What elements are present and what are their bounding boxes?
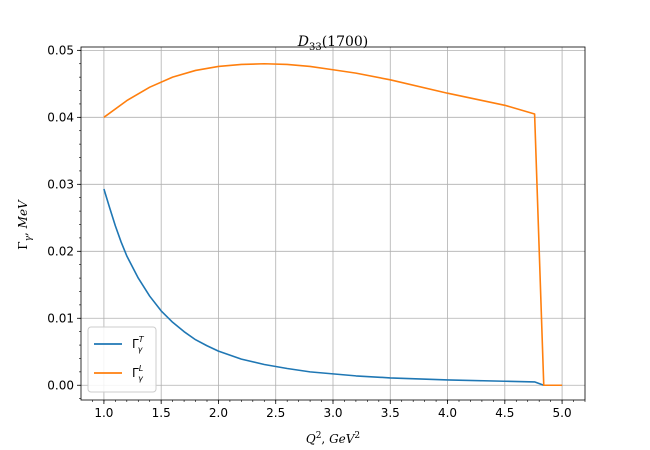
y-tick-label: 0.05 xyxy=(47,43,74,57)
x-tick-label: 4.5 xyxy=(495,406,514,420)
x-tick-label: 2.5 xyxy=(266,406,285,420)
axis-ticks: 1.0 1.5 2.0 2.5 3.0 3.5 4.0 4.5 5.0 0.00 0.01 0.02 0… xyxy=(47,43,586,420)
legend: ΓT γ ΓL γ xyxy=(87,326,157,393)
y-axis-label: Γγ, MeV xyxy=(16,199,34,250)
series-line-transverse xyxy=(103,188,563,387)
x-tick-label: 1.0 xyxy=(94,406,113,420)
x-axis-label: Q2, GeV2 xyxy=(306,431,360,446)
x-tick-label: 4.0 xyxy=(438,406,457,420)
y-tick-label: 0.01 xyxy=(47,311,74,325)
y-tick-label: 0.02 xyxy=(47,244,74,258)
legend-label-longitudinal: ΓL γ xyxy=(132,364,144,383)
y-tick-label: 0.00 xyxy=(47,378,74,392)
series-line-longitudinal xyxy=(103,62,563,387)
legend-label-transverse: ΓT γ xyxy=(132,335,145,354)
x-tick-label: 3.5 xyxy=(381,406,400,420)
y-tick-label: 0.03 xyxy=(47,177,74,191)
x-tick-label: 5.0 xyxy=(553,406,572,420)
x-tick-label: 1.5 xyxy=(152,406,171,420)
plot-lines xyxy=(103,62,563,387)
y-tick-label: 0.04 xyxy=(47,110,74,124)
legend-box xyxy=(87,326,157,393)
x-tick-label: 2.0 xyxy=(209,406,228,420)
x-tick-label: 3.0 xyxy=(323,406,342,420)
chart-title: D33(1700) xyxy=(297,34,369,53)
